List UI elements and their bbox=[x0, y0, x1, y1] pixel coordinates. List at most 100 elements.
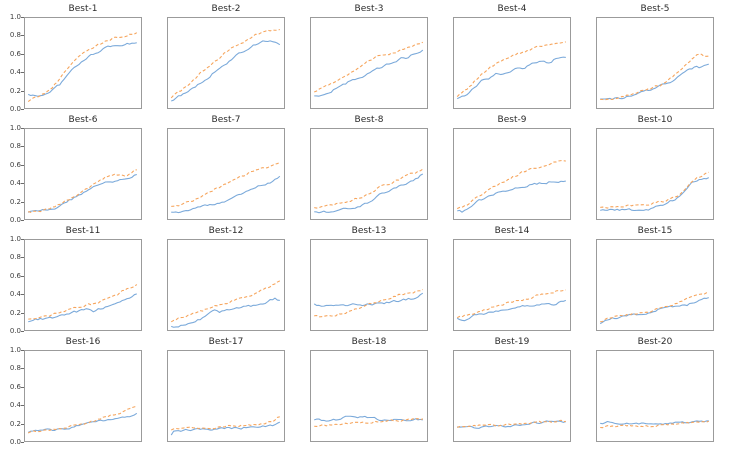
plot-area bbox=[24, 350, 142, 442]
y-tick-label: 0.6 bbox=[9, 382, 21, 391]
subplot-title: Best-6 bbox=[68, 115, 98, 125]
y-tick-mark bbox=[21, 183, 24, 185]
y-tick-mark bbox=[21, 275, 24, 277]
plot-area bbox=[596, 350, 714, 442]
y-tick-mark bbox=[21, 386, 24, 388]
series-blue-solid-line bbox=[27, 412, 138, 433]
series-blue-solid-line bbox=[314, 415, 423, 422]
series-blue-solid-line bbox=[170, 421, 281, 436]
plot-lines bbox=[456, 289, 567, 322]
series-blue-solid-line bbox=[456, 299, 567, 322]
subplot-best-6: Best-6 1.0 0.8 0.6 0.4 0.2 0.0 bbox=[10, 115, 142, 224]
subplot-title: Best-1 bbox=[68, 4, 98, 14]
series-orange-dashed-line bbox=[600, 291, 709, 323]
series-orange-dashed-line bbox=[600, 420, 709, 429]
series-orange-dashed-line bbox=[27, 32, 138, 102]
subplot-best-19: Best-19 bbox=[453, 337, 571, 442]
y-tick-mark bbox=[21, 72, 24, 74]
series-orange-dashed-line bbox=[170, 29, 280, 99]
subplot-best-9: Best-9 bbox=[453, 115, 571, 220]
subplot-best-16: Best-16 1.0 0.8 0.6 0.4 0.2 0.0 bbox=[10, 337, 142, 446]
series-orange-dashed-line bbox=[314, 418, 424, 427]
y-tick-mark bbox=[21, 294, 24, 296]
y-tick-label: 0.4 bbox=[9, 401, 21, 410]
subplot-best-15: Best-15 bbox=[596, 226, 714, 331]
subplot-title: Best-17 bbox=[208, 337, 244, 347]
series-blue-solid-line bbox=[28, 293, 137, 323]
series-orange-dashed-line bbox=[170, 280, 281, 323]
series-orange-dashed-line bbox=[314, 168, 424, 209]
series-blue-solid-line bbox=[171, 40, 281, 102]
subplot-title: Best-15 bbox=[637, 226, 673, 236]
y-tick-label: 0.6 bbox=[9, 49, 21, 58]
plot-lines bbox=[27, 405, 138, 434]
y-tick-label: 0.8 bbox=[9, 253, 21, 262]
subplot-best-1: Best-1 1.0 0.8 0.6 0.4 0.2 0.0 bbox=[10, 4, 142, 113]
plot-area bbox=[167, 350, 285, 442]
y-tick-mark bbox=[21, 109, 24, 110]
series-orange-dashed-line bbox=[457, 419, 566, 428]
series-orange-dashed-line bbox=[314, 41, 424, 93]
y-tick-mark bbox=[21, 90, 24, 92]
series-blue-solid-line bbox=[600, 63, 709, 101]
subplot-title: Best-16 bbox=[65, 337, 101, 347]
plot-area bbox=[167, 128, 285, 220]
subplot-title: Best-2 bbox=[211, 4, 241, 14]
plot-lines bbox=[314, 168, 424, 214]
y-tick-mark bbox=[21, 201, 24, 203]
plot-lines bbox=[170, 29, 281, 102]
y-tick-label: 1.0 bbox=[9, 346, 21, 354]
subplot-best-10: Best-10 bbox=[596, 115, 714, 220]
y-tick-mark bbox=[21, 405, 24, 407]
subplot-best-17: Best-17 bbox=[167, 337, 285, 442]
series-orange-dashed-line bbox=[456, 289, 566, 319]
y-tick-label: 1.0 bbox=[9, 124, 21, 132]
plot-area bbox=[453, 350, 571, 442]
series-orange-dashed-line bbox=[28, 169, 137, 213]
plot-lines bbox=[456, 160, 566, 213]
plot-area bbox=[596, 239, 714, 331]
series-blue-solid-line bbox=[171, 175, 281, 214]
plot-lines bbox=[600, 53, 709, 101]
subplot-best-2: Best-2 bbox=[167, 4, 285, 109]
series-blue-solid-line bbox=[457, 420, 566, 429]
subplot-title: Best-20 bbox=[637, 337, 673, 347]
plot-area bbox=[167, 239, 285, 331]
series-orange-dashed-line bbox=[171, 161, 281, 207]
series-blue-solid-line bbox=[600, 177, 710, 212]
y-tick-label: 0.0 bbox=[9, 327, 21, 335]
plot-area bbox=[453, 17, 571, 109]
y-tick-mark bbox=[21, 164, 24, 166]
y-tick-mark bbox=[21, 312, 24, 314]
y-tick-label: 0.8 bbox=[9, 142, 21, 151]
series-blue-solid-line bbox=[314, 173, 424, 214]
series-blue-solid-line bbox=[28, 42, 137, 97]
plot-lines bbox=[28, 284, 138, 323]
y-tick-mark bbox=[21, 331, 24, 332]
subplot-best-13: Best-13 bbox=[310, 226, 428, 331]
series-blue-solid-line bbox=[313, 292, 424, 307]
y-tick-mark bbox=[21, 423, 24, 425]
series-orange-dashed-line bbox=[600, 53, 709, 101]
plot-lines bbox=[28, 169, 137, 213]
subplot-best-7: Best-7 bbox=[167, 115, 285, 220]
plot-lines bbox=[314, 41, 424, 97]
plot-lines bbox=[456, 41, 566, 100]
series-orange-dashed-line bbox=[314, 289, 424, 318]
y-tick-label: 0.8 bbox=[9, 364, 21, 373]
plot-area bbox=[24, 17, 142, 109]
plot-area bbox=[596, 17, 714, 109]
plot-lines bbox=[313, 289, 424, 318]
y-tick-mark bbox=[21, 350, 24, 351]
subplot-best-12: Best-12 bbox=[167, 226, 285, 331]
series-orange-dashed-line bbox=[456, 41, 566, 98]
subplot-title: Best-8 bbox=[354, 115, 384, 125]
y-tick-label: 0.2 bbox=[9, 308, 21, 317]
plot-area bbox=[453, 128, 571, 220]
subplot-title: Best-13 bbox=[351, 226, 387, 236]
plot-area bbox=[310, 350, 428, 442]
plot-lines bbox=[457, 419, 566, 429]
subplot-title: Best-12 bbox=[208, 226, 244, 236]
y-tick-mark bbox=[21, 17, 24, 18]
